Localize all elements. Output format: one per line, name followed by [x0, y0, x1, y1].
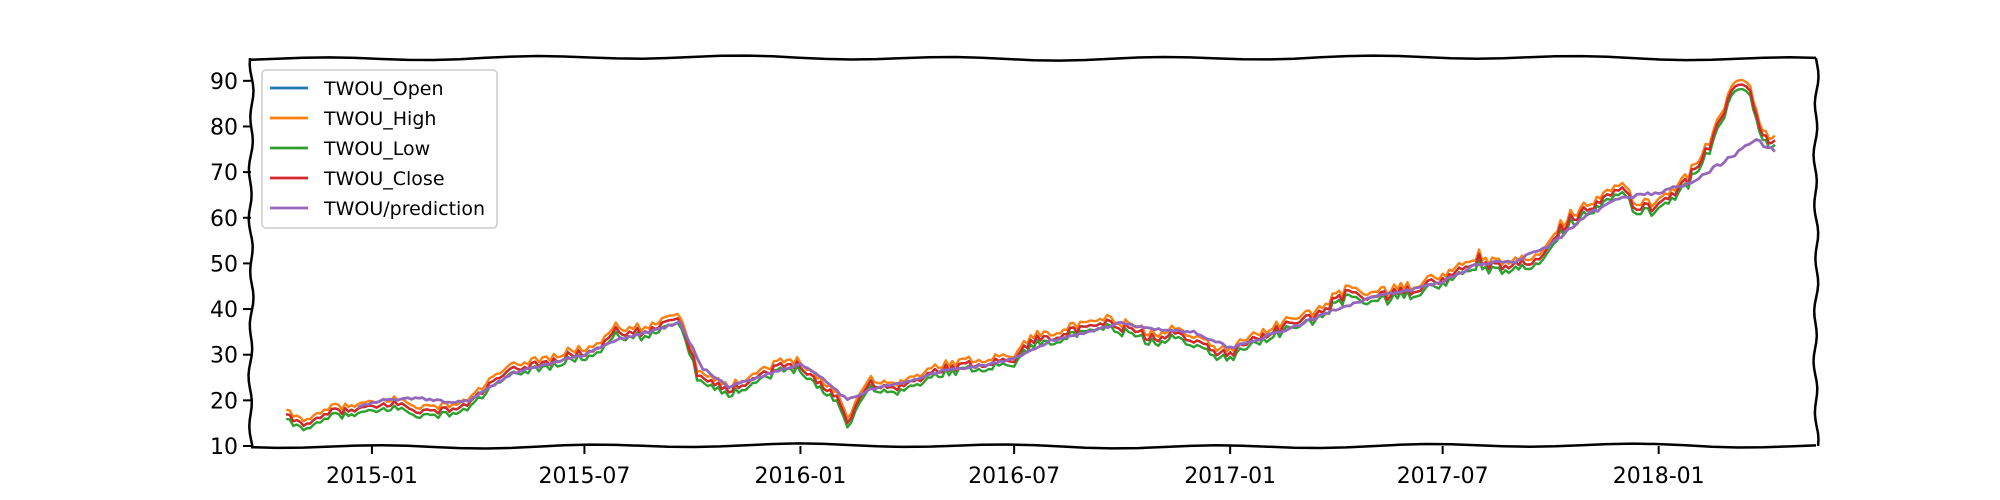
y-tick-label: 80	[210, 115, 238, 140]
x-tick-label: 2016-01	[754, 464, 846, 489]
legend: TWOU_Open TWOU_High TWOU_Low TWOU_Close TWOU…	[261, 69, 498, 229]
y-tick-label: 10	[210, 435, 238, 460]
series-line-twou-high	[285, 78, 1776, 423]
series-line-twou-close	[285, 83, 1776, 427]
legend-label: TWOU/prediction	[323, 198, 485, 220]
series-line-twou-prediction	[357, 138, 1776, 409]
x-tick-label: 2015-01	[326, 464, 418, 489]
axes-frame	[247, 54, 1820, 450]
series-line-twou-low	[285, 87, 1776, 432]
y-tick-label: 50	[210, 252, 238, 277]
y-axis: 10 20 30 40 50 60 70 80 90	[210, 70, 251, 460]
x-tick-label: 2016-07	[968, 464, 1060, 489]
x-tick-label: 2017-07	[1397, 464, 1489, 489]
legend-box	[261, 69, 498, 229]
legend-label: TWOU_High	[323, 108, 436, 130]
legend-label: TWOU_Low	[323, 138, 430, 160]
y-tick-label: 60	[210, 207, 238, 232]
x-tick-label: 2015-07	[538, 464, 630, 489]
series-layer	[285, 78, 1776, 432]
x-tick-label: 2017-01	[1184, 464, 1276, 489]
legend-label: TWOU_Open	[323, 78, 444, 100]
y-tick-label: 70	[210, 161, 238, 186]
x-tick-label: 2018-01	[1613, 464, 1705, 489]
y-tick-label: 30	[210, 344, 238, 369]
x-axis: 2015-01 2015-07 2016-01 2016-07 2017-01 2017-…	[326, 446, 1705, 489]
y-tick-label: 20	[210, 389, 238, 414]
y-tick-label: 90	[210, 70, 238, 95]
legend-label: TWOU_Close	[323, 168, 445, 190]
y-tick-label: 40	[210, 298, 238, 323]
